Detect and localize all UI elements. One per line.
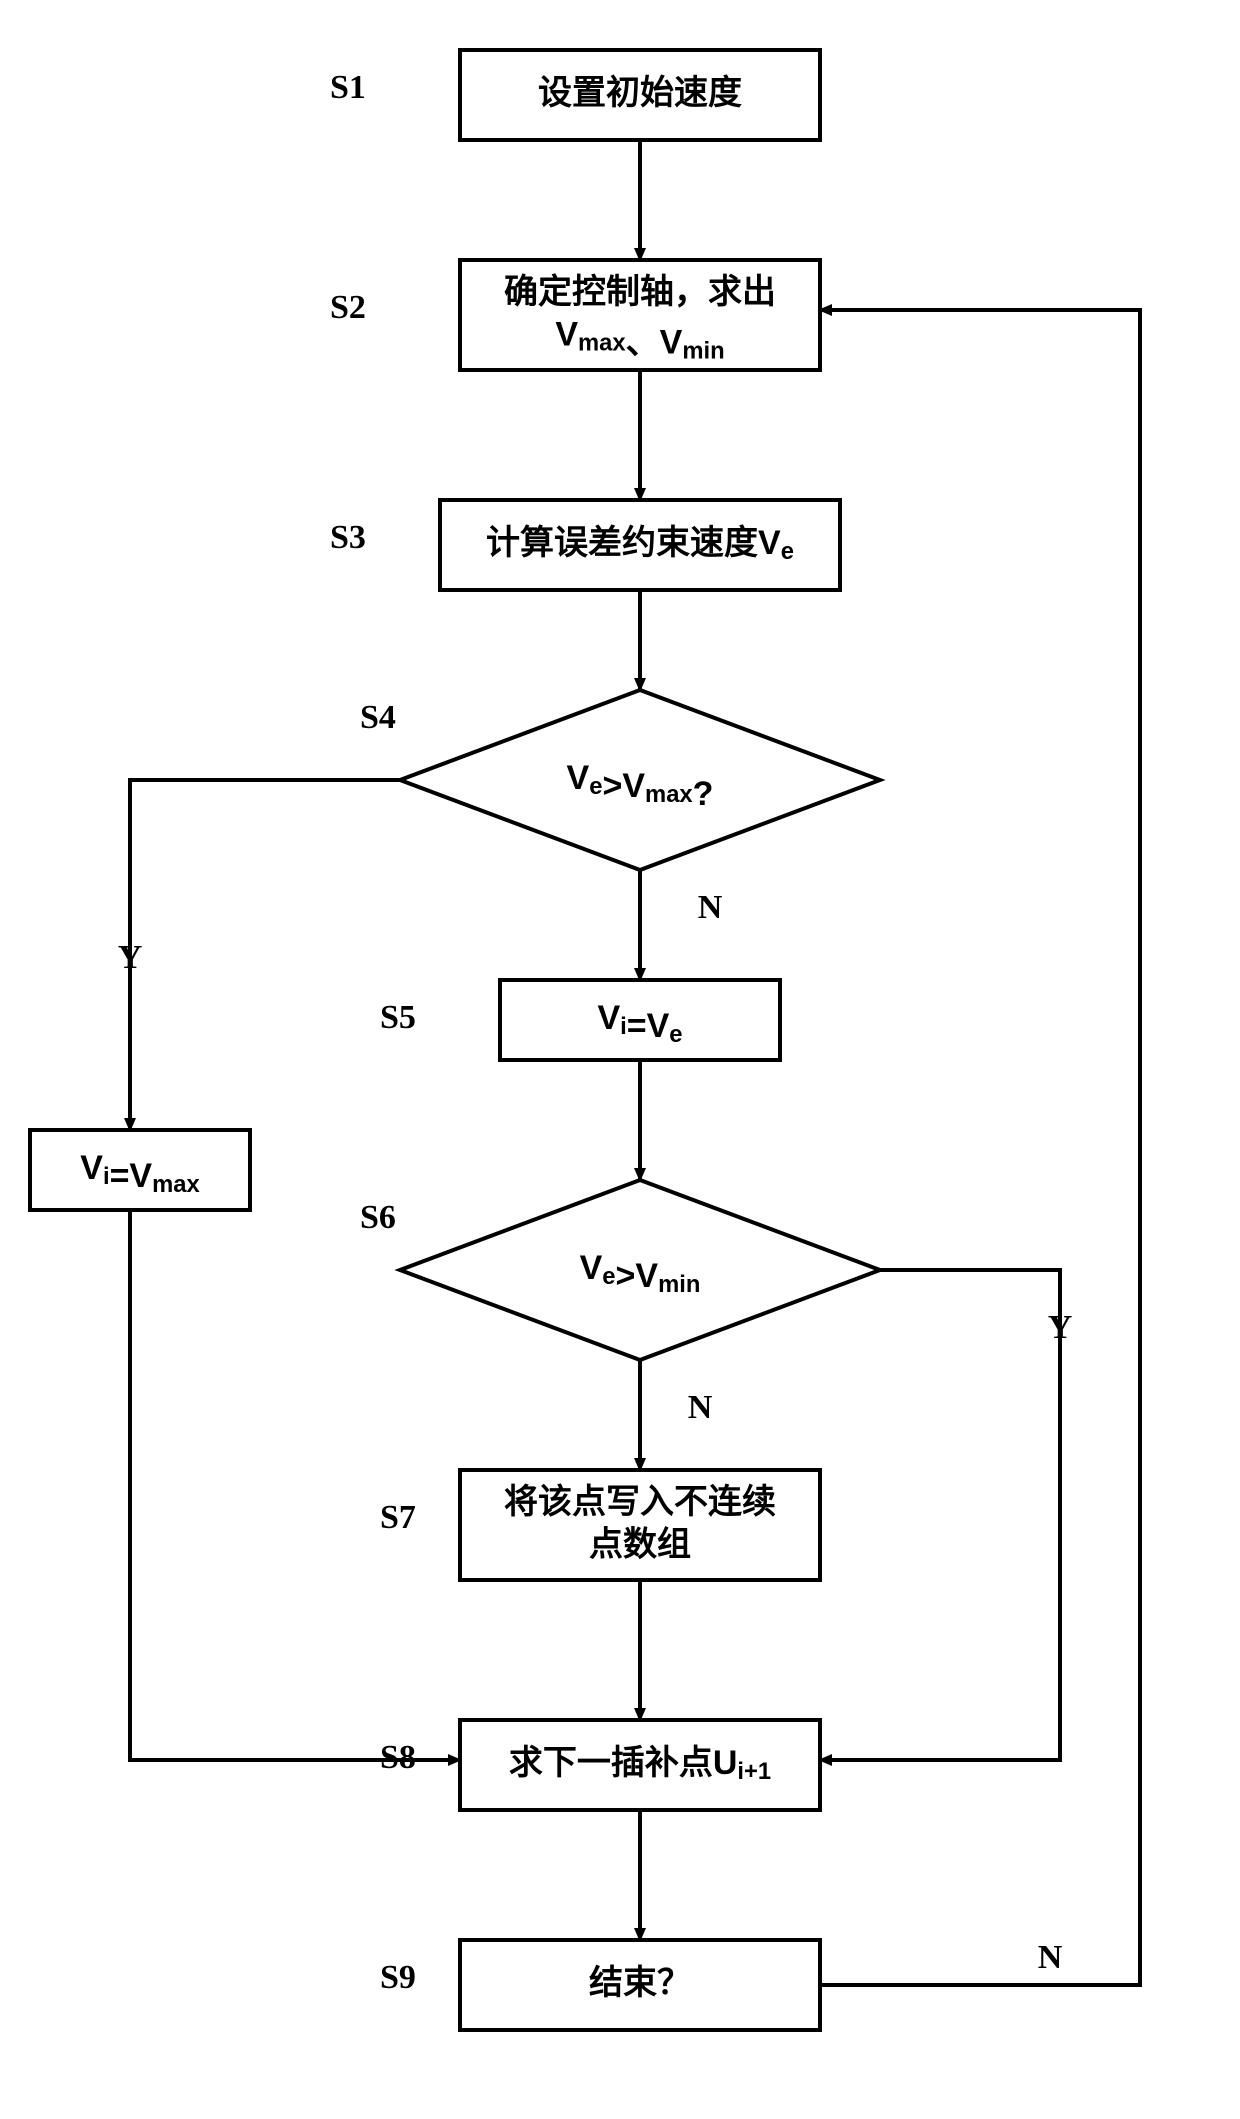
branch-label-b-s6-n: N xyxy=(688,1389,713,1426)
node-n6: Ve>Vmin xyxy=(400,1180,880,1360)
edge-e9n xyxy=(820,310,1140,1985)
edge-e4y xyxy=(130,780,400,1130)
branch-label-b-s6-y: Y xyxy=(1048,1309,1073,1346)
edge-eL xyxy=(130,1210,460,1760)
branch-label-b-s4-n: N xyxy=(698,889,723,926)
node-n8: 求下一插补点Ui+1 xyxy=(460,1720,820,1810)
node-nL: Vi=Vmax xyxy=(30,1130,250,1210)
node-n9-text: 结束？ xyxy=(589,1964,691,2002)
branch-label-b-s4-y: Y xyxy=(118,939,143,976)
step-label-S9: S9 xyxy=(380,1959,416,1996)
step-label-S5: S5 xyxy=(380,999,416,1036)
node-n4: Ve>Vmax? xyxy=(400,690,880,870)
step-label-S2: S2 xyxy=(330,289,366,326)
edges xyxy=(130,140,1140,1985)
node-n7-line0: 将该点写入不连续 xyxy=(504,1483,776,1521)
node-n3-text: 计算误差约束速度Ve xyxy=(486,524,794,565)
step-label-S6: S6 xyxy=(360,1199,396,1236)
step-label-S7: S7 xyxy=(380,1499,416,1536)
node-n7: 将该点写入不连续点数组 xyxy=(460,1470,820,1580)
nodes: 设置初始速度确定控制轴，求出Vmax、Vmin 计算误差约束速度Ve Ve>Vmax… xyxy=(30,50,880,2030)
edge-e6y xyxy=(820,1270,1060,1760)
node-n9: 结束？ xyxy=(460,1940,820,2030)
step-label-S4: S4 xyxy=(360,699,396,736)
node-n8-text: 求下一插补点Ui+1 xyxy=(509,1744,771,1785)
node-n7-line1: 点数组 xyxy=(589,1525,691,1563)
branch-label-b-s9-n: N xyxy=(1038,1939,1063,1976)
step-label-S3: S3 xyxy=(330,519,366,556)
flowchart: 设置初始速度确定控制轴，求出Vmax、Vmin 计算误差约束速度Ve Ve>Vmax… xyxy=(0,0,1240,2119)
node-n1-text: 设置初始速度 xyxy=(538,74,742,112)
node-n5: Vi=Ve xyxy=(500,980,780,1060)
step-label-S1: S1 xyxy=(330,69,366,106)
node-n2-line0: 确定控制轴，求出 xyxy=(504,273,776,311)
step-label-S8: S8 xyxy=(380,1739,416,1776)
node-n1: 设置初始速度 xyxy=(460,50,820,140)
node-n3: 计算误差约束速度Ve xyxy=(440,500,840,590)
node-n2: 确定控制轴，求出Vmax、Vmin xyxy=(460,260,820,370)
